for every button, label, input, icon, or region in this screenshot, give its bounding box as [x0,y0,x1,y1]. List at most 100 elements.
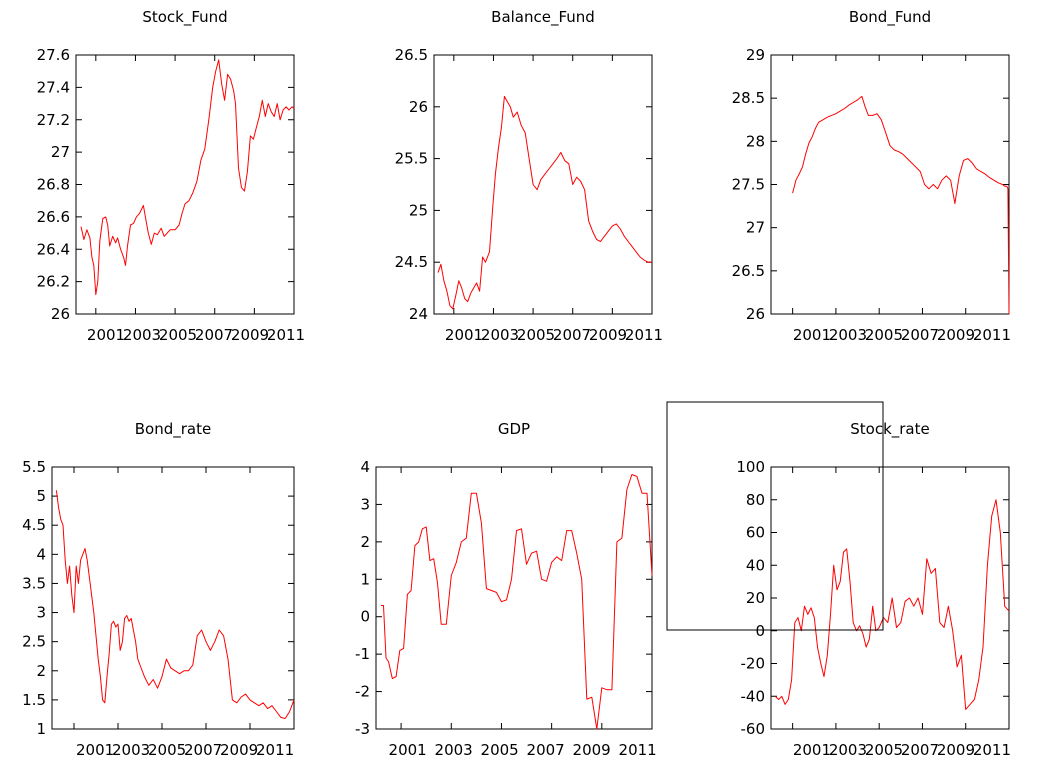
y-tick-label: 3 [36,604,46,622]
y-tick-label: 2.5 [22,633,46,651]
y-tick-label: 5 [36,487,46,505]
y-tick-label: 29 [746,46,765,64]
y-tick-label: 27.6 [37,46,70,64]
y-tick-label: 60 [746,524,765,542]
chart-panels: Stock_Fund 26 26.2 26.4 26.6 26.8 27 27.2 27.4 27… [22,8,1011,759]
x-tick-label: 2001 [76,741,114,759]
x-tick-labels: 200120032005200720092011 [445,326,663,344]
x-tick-label: 2005 [148,741,186,759]
y-tick-label: 100 [736,458,765,476]
x-tick-label: 2009 [937,741,975,759]
y-tick-label: 24.5 [395,253,428,271]
x-tick-label: 2003 [123,326,161,344]
y-tick-label: 3 [360,495,370,513]
x-tick-label: 2003 [829,741,867,759]
x-tick-label: 2005 [517,326,555,344]
chart-panel-bond_fund: Bond_Fund2626.52727.52828.52920012003200… [732,8,1011,344]
y-tick-label: 4 [360,458,370,476]
x-tick-label: 2009 [937,326,975,344]
x-tick-label: 2005 [865,326,903,344]
series-line [55,490,295,719]
y-tick-label: -2 [355,683,370,701]
x-tick-label: 2005 [481,741,519,759]
y-tick-label: 20 [746,589,765,607]
y-tick-label: 26 [51,305,70,323]
y-tick-label: 3.5 [22,574,46,592]
y-tick-label: 27.4 [37,78,70,96]
x-tick-label: 2009 [573,741,611,759]
x-tick-label: 2011 [256,741,294,759]
series-line [437,95,652,310]
x-tick-labels: 200120032005200720092011 [793,741,1011,759]
y-tick-label: 4 [36,545,46,563]
y-tick-label: 1 [36,720,46,738]
y-tick-label: 26.5 [732,262,765,280]
x-tick-label: 2005 [159,326,197,344]
series-line [774,499,1010,710]
x-tick-label: 2009 [589,326,627,344]
x-tick-label: 2007 [901,326,939,344]
x-tick-labels: 200120032005200720092011 [87,326,305,344]
chart-panel-stock_rate: Stock_rate-60-40-20020406080100200120032… [736,420,1011,759]
chart-title: GDP [498,420,530,438]
x-tick-label: 2011 [973,326,1011,344]
x-tick-label: 2009 [220,741,258,759]
y-tick-label: 26.5 [395,46,428,64]
y-tick-label: 26.8 [37,176,70,194]
y-tick-label: 1 [360,570,370,588]
chart-title: Bond_rate [135,420,211,439]
y-tick-label: 28 [746,132,765,150]
x-tick-label: 2007 [184,741,222,759]
x-tick-label: 2007 [527,741,565,759]
chart-panel-bond_rate: Bond_rate11.522.533.544.555.520012003200… [22,420,295,759]
y-tick-label: 27 [746,219,765,237]
y-tick-label: 25 [409,201,428,219]
plot-frame [375,466,653,730]
x-tick-label: 2001 [793,741,831,759]
y-tick-label: 27.5 [732,176,765,194]
y-tick-label: 4.5 [22,516,46,534]
x-tick-label: 2007 [553,326,591,344]
plot-frame [433,54,653,315]
x-tick-label: 2003 [112,741,150,759]
y-tick-label: 26 [746,305,765,323]
y-tick-label: 25.5 [395,150,428,168]
chart-title: Bond_Fund [849,8,931,27]
selection-rectangle[interactable] [666,401,884,631]
x-tick-label: 2007 [195,326,233,344]
y-tick-label: 26.4 [37,240,70,258]
y-tick-label: 5.5 [22,458,46,476]
y-tick-label: 26.6 [37,208,70,226]
series-line [80,59,295,296]
y-tick-label: -20 [741,655,766,673]
y-tick-label: 26.2 [37,273,70,291]
chart-panel-balance_fund: Balance_Fund2424.52525.52626.52001200320… [395,8,664,344]
y-tick-label: -1 [355,645,370,663]
series-line [381,474,653,730]
y-tick-label: 24 [409,305,428,323]
x-tick-label: 2011 [625,326,663,344]
y-tick-label: 2 [36,662,46,680]
y-tick-label: 27 [51,143,70,161]
x-tick-label: 2001 [793,326,831,344]
x-tick-label: 2003 [435,741,473,759]
y-tick-label: -60 [741,720,766,738]
x-tick-label: 2011 [619,741,657,759]
x-tick-label: 2009 [231,326,269,344]
plot-frame [51,466,295,730]
chart-title: Stock_rate [850,420,929,439]
y-tick-label: -3 [355,720,370,738]
x-tick-label: 2007 [901,741,939,759]
x-tick-label: 2003 [829,326,867,344]
x-tick-label: 2003 [481,326,519,344]
chart-panel-stock_fund: Stock_Fund 26 26.2 26.4 26.6 26.8 27 27.2 27.4 27… [37,8,306,344]
y-tick-label: 80 [746,491,765,509]
chart-title: Balance_Fund [491,8,595,27]
y-tick-label: 0 [755,622,765,640]
y-tick-label: 0 [360,608,370,626]
y-tick-label: 40 [746,556,765,574]
y-tick-label: -40 [741,687,766,705]
